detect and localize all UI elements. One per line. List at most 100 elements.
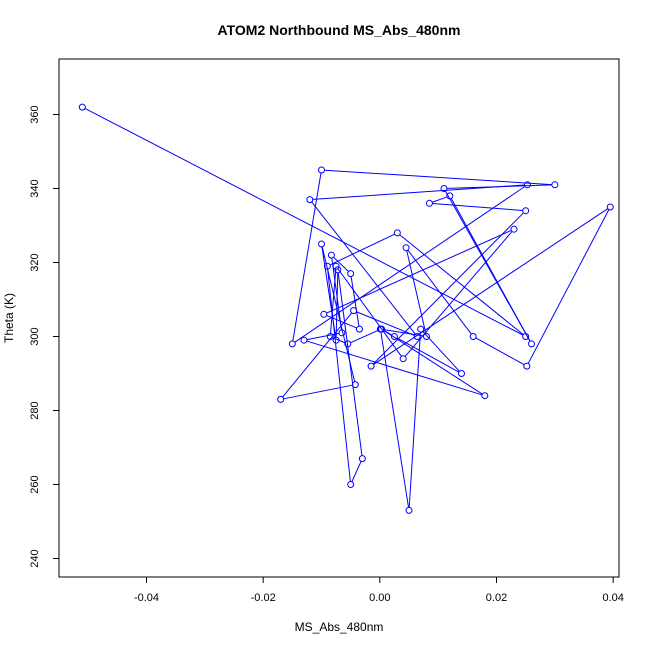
y-tick-label: 340 [29,179,41,197]
series-line-segment [432,203,523,211]
series-line-segment [407,249,472,335]
x-tick-label: 0.00 [369,592,390,604]
series-line-segment [292,172,322,342]
data-point [332,262,340,270]
series-line-segment [329,233,395,266]
data-point [551,181,559,189]
series-line-segment [446,184,552,189]
data-point [355,325,363,333]
data-point [326,333,334,340]
x-tick-label: 0.02 [486,592,507,604]
data-point [446,192,454,200]
y-axis: 240 260 280 300 320 340 360 [29,105,60,568]
data-point [423,333,430,340]
series-line-segment [408,332,421,508]
series-line-segment [383,330,483,395]
chart-title: ATOM2 Northbound MS_Abs_480nm [218,22,461,38]
data-point [347,481,355,488]
data-point [334,266,342,274]
data-point [417,325,425,333]
y-tick-label: 280 [29,401,41,419]
data-point [277,395,285,403]
y-tick-label: 240 [29,549,41,567]
data-point [327,251,335,259]
series-line-segment [311,201,416,335]
series-line-segment [399,234,524,336]
data-point [367,362,375,370]
series-line-segment [527,209,610,364]
series-line-segment [380,331,410,508]
series-line-segment [306,332,340,341]
y-tick-label: 320 [29,253,41,271]
data-point [523,181,531,189]
data-point [510,225,518,233]
data-point [344,340,352,348]
series-line-segment [404,231,513,357]
series-line-segment [337,268,402,357]
series-line-segment [84,108,524,336]
series-line-segment [326,314,357,329]
series-layer [78,103,614,514]
series-line-segment [326,229,512,314]
y-tick-label: 260 [29,475,41,493]
series-line-segment [283,384,353,400]
data-point [458,370,465,377]
data-point [522,333,530,340]
data-point [332,336,340,344]
series-line-segment [324,169,552,186]
data-point [300,336,308,344]
data-point [481,392,489,400]
series-line-segment [383,329,424,337]
data-point [320,310,328,318]
data-point [469,333,477,340]
y-tick-label: 360 [29,105,41,123]
x-tick-label: -0.04 [134,592,159,604]
data-point [440,185,448,192]
series-line-segment [356,311,415,336]
data-point [338,329,346,337]
data-point [78,103,86,111]
data-point [351,381,359,389]
data-point [393,229,401,237]
data-point [390,333,398,340]
series-line-segment [321,246,337,338]
data-point [318,240,325,248]
data-point [376,325,384,333]
data-point [358,455,366,463]
data-point [425,199,433,207]
data-point [528,340,535,348]
series-line-segment [335,272,339,338]
x-axis: -0.04 -0.02 0.00 0.02 0.04 [134,576,624,604]
series-line-segment [432,196,448,203]
data-point [318,166,325,174]
series-line-segment [351,461,362,482]
series-line-segment [373,208,609,365]
data-point [402,244,410,252]
data-point [288,340,296,348]
data-point [606,203,614,211]
data-point [306,196,314,204]
series-line-segment [383,330,393,336]
y-tick-label: 300 [29,327,41,345]
data-point [399,355,407,363]
series-line-segment [422,330,460,372]
series-line-segment [406,250,427,334]
data-point [523,362,531,370]
series-line-segment [333,256,349,272]
x-axis-label: MS_Abs_480nm [295,620,384,634]
data-point [522,207,530,215]
data-point [405,506,413,514]
data-point [413,333,421,340]
data-point [350,307,358,315]
series-line-segment [350,329,379,344]
series-line-segment [331,258,343,330]
series-line-segment [306,340,483,396]
x-tick-label: 0.04 [602,592,623,604]
series-line-segment [282,312,353,398]
series-line-segment [475,337,525,366]
x-tick-label: -0.02 [251,592,276,604]
data-point [347,270,355,278]
data-point [323,262,331,270]
series-line-segment [450,198,531,342]
